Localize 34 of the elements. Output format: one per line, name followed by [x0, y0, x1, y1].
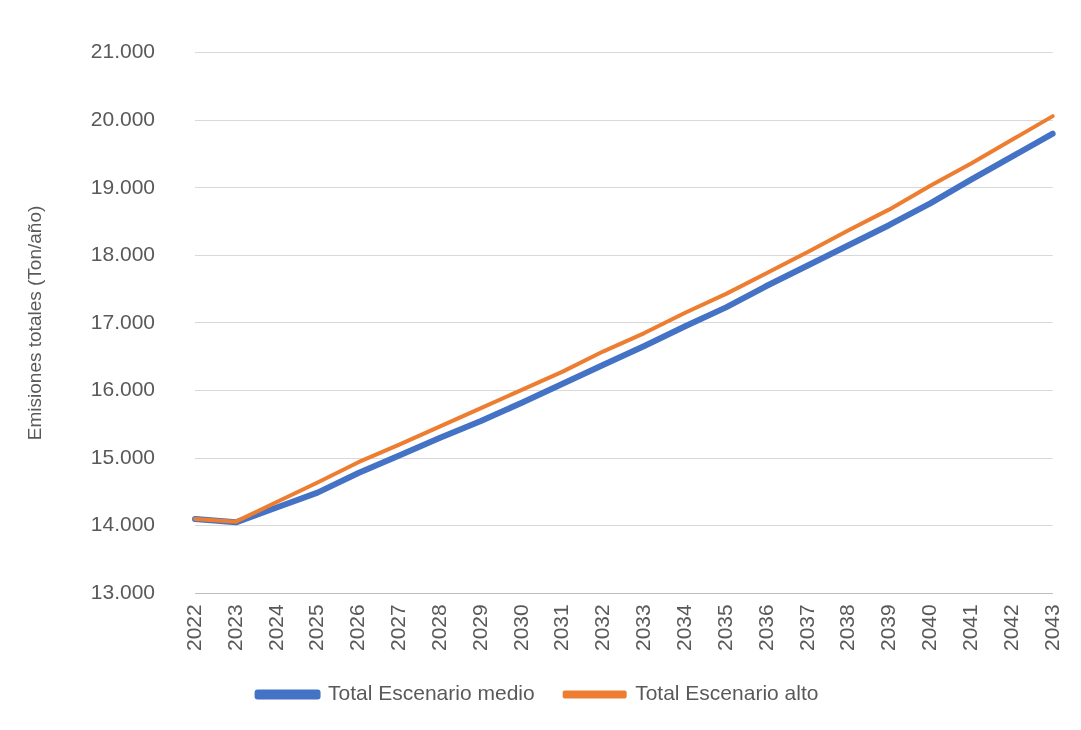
x-tick-label: 2023	[222, 604, 246, 651]
x-tick-label: 2026	[345, 604, 369, 651]
x-tick-label: 2025	[304, 604, 328, 651]
x-tick-label: 2022	[181, 604, 205, 651]
x-tick-label: 2036	[753, 604, 777, 651]
y-tick-label: 17.000	[90, 309, 156, 333]
x-tick-label: 2032	[590, 604, 614, 651]
y-tick-label: 21.000	[90, 39, 156, 63]
y-tick-label: 18.000	[90, 242, 156, 266]
y-tick-label: 14.000	[90, 512, 156, 536]
legend-label: Total Escenario medio	[328, 681, 535, 705]
x-tick-label: 2027	[386, 604, 410, 651]
x-tick-label: 2042	[998, 604, 1022, 651]
y-tick-label: 15.000	[90, 444, 156, 468]
x-tick-label: 2031	[549, 604, 573, 651]
x-tick-label: 2041	[957, 604, 981, 651]
x-tick-label: 2043	[1039, 604, 1063, 651]
y-tick-label: 13.000	[90, 580, 156, 604]
y-axis-title: Emisiones totales (Ton/año)	[23, 205, 45, 441]
y-tick-label: 20.000	[90, 106, 156, 130]
x-tick-label: 2029	[467, 604, 491, 651]
x-tick-label: 2028	[426, 604, 450, 651]
x-tick-label: 2038	[835, 604, 859, 651]
x-tick-label: 2024	[263, 603, 287, 651]
x-tick-label: 2033	[631, 604, 655, 651]
y-tick-label: 16.000	[90, 377, 156, 401]
x-tick-label: 2035	[712, 604, 736, 651]
y-tick-label: 19.000	[90, 174, 156, 198]
x-tick-label: 2039	[876, 604, 900, 651]
x-tick-label: 2034	[671, 603, 695, 651]
legend-label: Total Escenario alto	[635, 681, 819, 705]
x-tick-label: 2040	[917, 604, 941, 651]
x-tick-label: 2037	[794, 604, 818, 651]
x-tick-label: 2030	[508, 604, 532, 651]
